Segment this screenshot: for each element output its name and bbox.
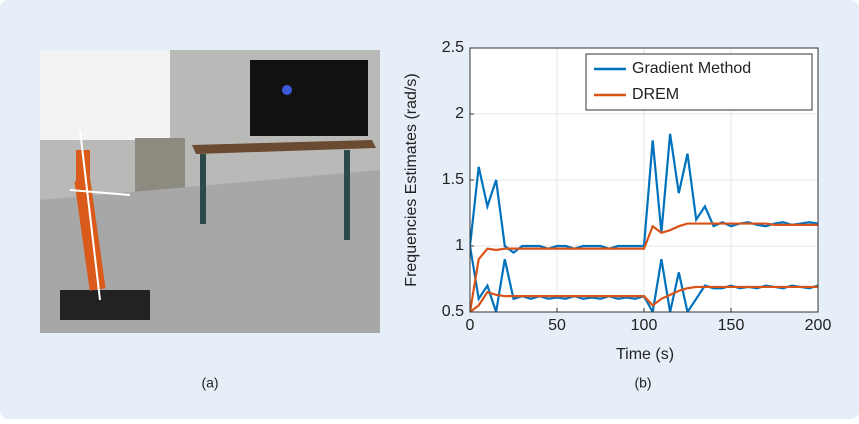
legend-box bbox=[585, 53, 813, 111]
photo-axis-marker bbox=[69, 189, 131, 196]
photo-table-leg bbox=[344, 150, 350, 240]
photo-screen-dot bbox=[282, 85, 292, 95]
caption: (b) bbox=[634, 375, 651, 391]
legend-label: DREM bbox=[632, 86, 679, 103]
caption: (a) bbox=[201, 375, 218, 391]
y-tick-label: 1.5 bbox=[442, 171, 464, 188]
photo-robot-arm bbox=[74, 179, 106, 291]
x-tick-label: 100 bbox=[631, 317, 658, 334]
photo-axis-marker bbox=[79, 129, 101, 301]
y-tick-label: 0.5 bbox=[442, 303, 464, 320]
series-line bbox=[470, 285, 818, 312]
x-axis-label: Time (s) bbox=[616, 346, 674, 363]
legend-label: Gradient Method bbox=[632, 60, 751, 77]
y-tick-label: 2 bbox=[455, 105, 464, 122]
photo-robot-base bbox=[60, 290, 150, 320]
photo-window bbox=[40, 50, 170, 140]
series-line bbox=[470, 222, 818, 312]
x-tick-label: 200 bbox=[805, 317, 832, 334]
photo-table-top bbox=[192, 140, 376, 154]
x-tick-label: 0 bbox=[466, 317, 475, 334]
y-tick-label: 2.5 bbox=[442, 39, 464, 56]
y-tick-label: 1 bbox=[455, 237, 464, 254]
photo bbox=[40, 50, 380, 333]
photo-screen bbox=[250, 60, 368, 136]
photo-table-leg bbox=[200, 154, 206, 224]
x-tick-label: 150 bbox=[718, 317, 745, 334]
y-axis-label: Frequencies Estimates (rad/s) bbox=[403, 73, 420, 286]
x-tick-label: 50 bbox=[548, 317, 566, 334]
plot-frame bbox=[469, 47, 819, 313]
